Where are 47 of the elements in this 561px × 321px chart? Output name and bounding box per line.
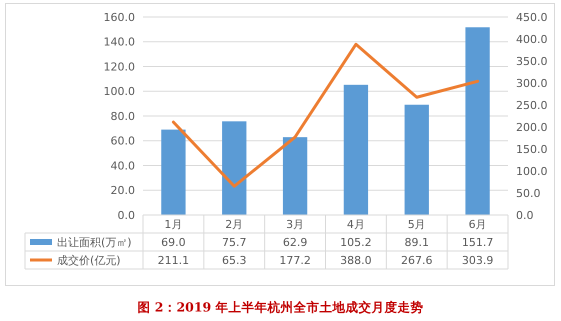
data-label: 65.3 [222, 254, 246, 267]
data-label: 62.9 [282, 236, 308, 249]
data-label: 267.6 [401, 254, 432, 267]
line-series [172, 42, 480, 188]
x-tick-label: 6月 [468, 218, 487, 231]
x-tick-label: 3月 [286, 218, 304, 231]
x-tick-label: 2月 [225, 218, 244, 231]
bar [282, 137, 308, 215]
y2-tick-label: 150.0 [516, 142, 548, 156]
y-tick-label: 20.0 [110, 184, 135, 198]
text: 图 2：2019 年上半年杭州全市土地成交月度走势 [137, 299, 424, 314]
legend-label: 出让面积(万㎡) [57, 236, 132, 249]
y2-tick-label: 350.0 [516, 54, 548, 68]
y-tick-label: 60.0 [110, 134, 135, 148]
y2-tick-label: 250.0 [516, 98, 548, 112]
data-label: 105.2 [340, 236, 372, 249]
y2-tick-label: 200.0 [516, 120, 548, 134]
y2-tick-label: 0.0 [516, 208, 534, 222]
data-label: 75.7 [222, 236, 246, 249]
y-tick-label: 0.0 [118, 208, 135, 222]
x-tick-label: 1月 [164, 218, 182, 231]
data-label: 177.2 [279, 254, 311, 267]
y-tick-label: 100.0 [104, 85, 135, 98]
x-tick-label: 5月 [408, 218, 426, 231]
y2-tick-label: 100.0 [516, 164, 548, 178]
y2-tick-label: 300.0 [516, 76, 548, 90]
y2-tick-label: 450.0 [516, 10, 548, 24]
legend-label: 成交价(亿元) [57, 254, 121, 267]
bar [404, 104, 429, 215]
bar [222, 121, 246, 215]
bar [161, 130, 186, 215]
data-label: 388.0 [340, 254, 372, 267]
y2-tick-label: 400.0 [516, 32, 548, 46]
data-label: 89.1 [404, 236, 429, 249]
data-label: 303.9 [462, 254, 494, 267]
data-label: 151.7 [462, 236, 494, 249]
y-tick-label: 40.0 [110, 159, 135, 172]
data-label: 69.0 [161, 236, 186, 249]
x-tick-label: 4月 [346, 218, 365, 231]
data-label: 211.1 [158, 254, 190, 267]
bar [344, 84, 368, 215]
y-tick-label: 120.0 [104, 60, 135, 74]
y-tick-label: 140.0 [104, 36, 135, 49]
y2-tick-label: 50.0 [516, 186, 540, 200]
y-tick-label: 160.0 [104, 10, 135, 24]
bar [465, 27, 490, 215]
y-tick-label: 80.0 [110, 110, 135, 123]
